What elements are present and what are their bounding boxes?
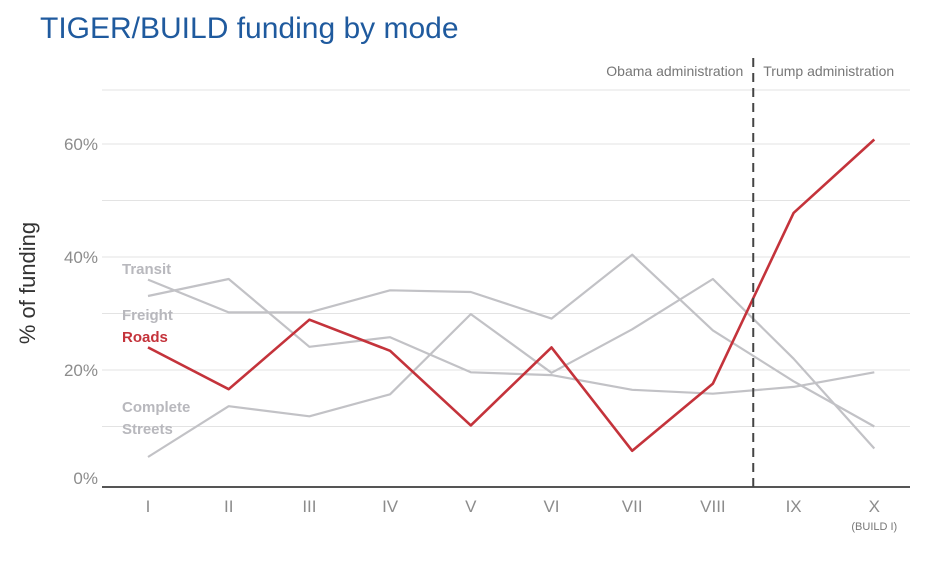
- x-tick-label: VIII: [700, 497, 726, 516]
- series-label-complete-streets: Complete: [122, 399, 190, 416]
- x-tick-label: IX: [786, 497, 802, 516]
- chart-title: TIGER/BUILD funding by mode: [40, 12, 459, 45]
- x-tick-label: V: [465, 497, 477, 516]
- y-tick-label: 20%: [64, 361, 98, 380]
- y-tick-label: 60%: [64, 135, 98, 154]
- series-line-roads: [147, 138, 876, 453]
- administration-annotations: Obama administration Trump administration: [606, 58, 894, 487]
- x-tick-label: X: [869, 497, 880, 516]
- y-axis-label: % of funding: [15, 222, 40, 344]
- grid-lines: [102, 89, 910, 427]
- series-line-transit: [147, 253, 875, 428]
- x-tick-label: VI: [543, 497, 559, 516]
- y-tick-labels: 0% 20% 40% 60%: [64, 135, 98, 488]
- x-tick-label: IV: [382, 497, 399, 516]
- series-labels: Transit Freight Complete Streets Roads: [122, 261, 190, 438]
- series-label-transit: Transit: [122, 261, 171, 278]
- x-tick-label: II: [224, 497, 233, 516]
- x-tick-note: (BUILD I): [851, 521, 897, 533]
- y-tick-label: 0%: [73, 469, 98, 488]
- x-tick-labels: I II III IV V VI VII VIII IX X(BUILD I): [146, 497, 898, 533]
- x-tick-label: I: [146, 497, 151, 516]
- series-line-freight: [147, 277, 875, 395]
- series-label-complete-streets: Streets: [122, 421, 173, 438]
- series-lines: [147, 138, 876, 458]
- x-tick-label: VII: [622, 497, 643, 516]
- trump-label: Trump administration: [763, 63, 894, 79]
- x-tick-label: III: [302, 497, 316, 516]
- y-tick-label: 40%: [64, 248, 98, 267]
- series-label-roads: Roads: [122, 329, 168, 346]
- series-label-freight: Freight: [122, 307, 173, 324]
- obama-label: Obama administration: [606, 63, 743, 79]
